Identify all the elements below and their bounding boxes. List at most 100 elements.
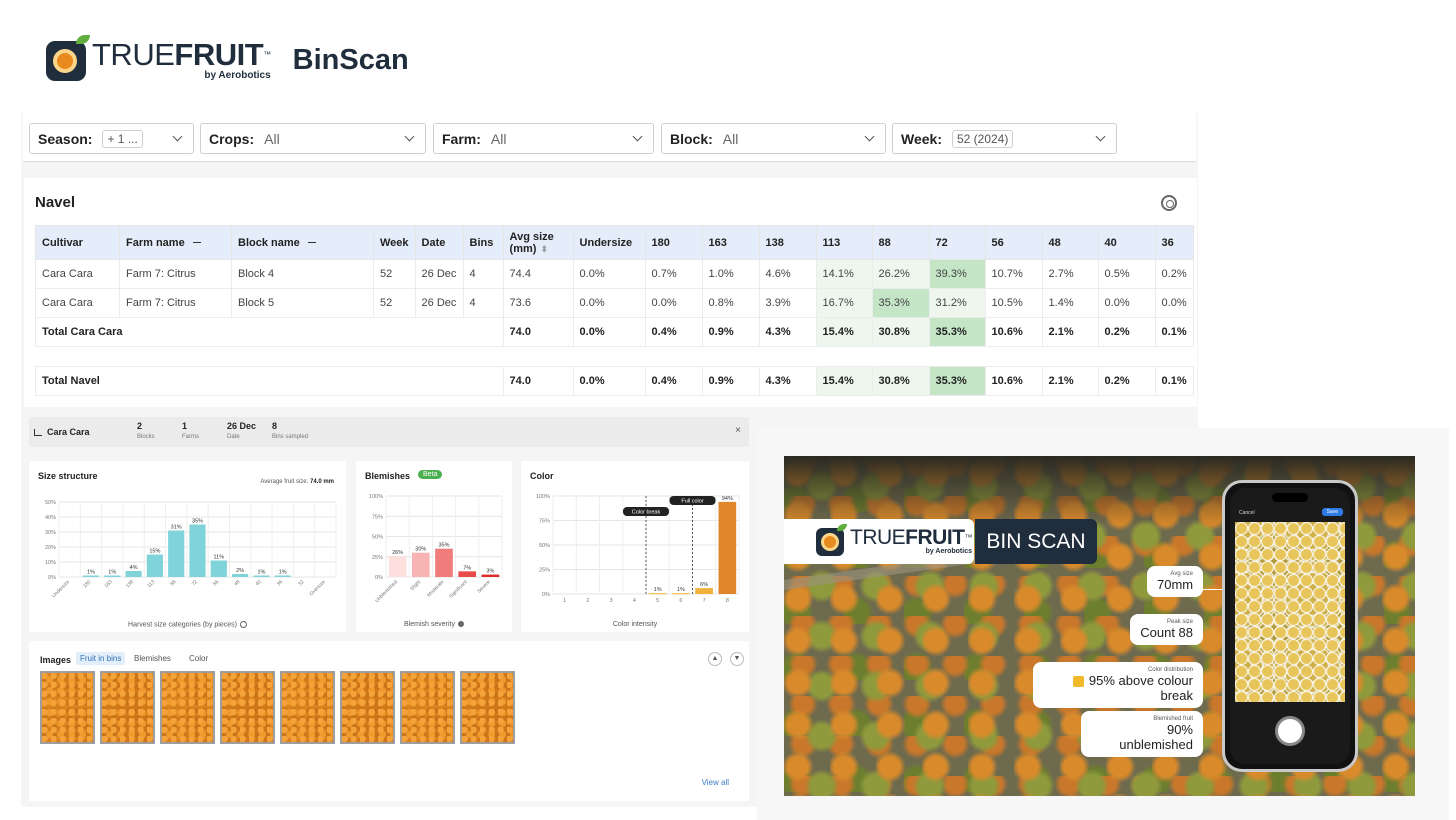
y-tick-label: 10%: [45, 560, 56, 566]
bar[interactable]: [82, 575, 100, 578]
bar[interactable]: [189, 524, 206, 578]
phone-cancel-button[interactable]: Cancel: [1239, 510, 1255, 516]
thumbs-up-icon[interactable]: ▲: [708, 652, 722, 666]
total-cell: 0.9%: [701, 366, 760, 396]
bar[interactable]: [388, 555, 407, 577]
bar[interactable]: [695, 588, 713, 594]
bar[interactable]: [648, 593, 667, 595]
col-date[interactable]: Date: [414, 225, 464, 260]
y-tick-label: 100%: [536, 494, 550, 500]
color-break-annotation: Color break: [632, 510, 661, 516]
bar-data-label: 35%: [192, 519, 203, 525]
bar[interactable]: [672, 593, 690, 595]
block-filter[interactable]: Block: All: [661, 123, 886, 154]
table-row[interactable]: Cara Cara Farm 7: Citrus Block 5 52 26 Dec 4 7…: [35, 288, 1194, 318]
total-cell: 2.1%: [1041, 317, 1099, 347]
bin-image-thumbnail[interactable]: [280, 671, 335, 744]
tab-blemishes[interactable]: Blemishes: [134, 654, 171, 663]
col-48[interactable]: 48: [1041, 225, 1099, 260]
view-all-link[interactable]: View all: [701, 778, 729, 787]
bar-data-label: 11%: [214, 555, 225, 561]
crops-filter[interactable]: Crops: All: [200, 123, 426, 154]
truefruit-logo-icon: [816, 523, 847, 556]
bin-image-thumbnail[interactable]: [40, 671, 95, 744]
images-card: Images Fruit in bins Blemishes Color ▲ ▼…: [29, 641, 749, 801]
col-56[interactable]: 56: [984, 225, 1043, 260]
chevron-down-icon: [172, 131, 183, 142]
total-cell: 0.4%: [644, 317, 703, 347]
week-filter[interactable]: Week: 52 (2024): [892, 123, 1117, 154]
season-filter[interactable]: Season: + 1 ...: [29, 123, 194, 154]
bar[interactable]: [718, 501, 737, 594]
col-avg-size[interactable]: Avg size (mm) ⬍: [502, 225, 574, 260]
bin-image-thumbnail[interactable]: [460, 671, 515, 744]
bin-image-thumbnail[interactable]: [220, 671, 275, 744]
bin-image-thumbnail[interactable]: [100, 671, 155, 744]
bar-data-label: 7%: [463, 565, 471, 571]
col-cultivar[interactable]: Cultivar: [35, 225, 120, 260]
table-cell: 16.7%: [815, 288, 873, 318]
bar[interactable]: [253, 575, 270, 578]
farm-filter[interactable]: Farm: All: [433, 123, 654, 154]
bar-data-label: 6%: [700, 582, 708, 588]
bar[interactable]: [481, 574, 500, 577]
table-cell: 10.7%: [984, 259, 1043, 289]
blemishes-card: Blemishes Beta 100% 75% 50% 25% 0% 26% Unblemi…: [356, 461, 512, 632]
phone-mockup: Cancel Save: [1222, 480, 1358, 772]
bar[interactable]: [435, 548, 453, 577]
col-138[interactable]: 138: [758, 225, 817, 260]
image-thumbnails: [40, 671, 515, 744]
bar[interactable]: [274, 575, 291, 578]
bar-data-label: 26%: [392, 550, 403, 556]
col-163[interactable]: 163: [701, 225, 760, 260]
bar[interactable]: [232, 574, 249, 577]
average-fruit-size: Average fruit size: 74.0 mm: [260, 479, 334, 485]
x-tick-label: 7: [703, 598, 706, 604]
table-cell: 31.2%: [928, 288, 986, 318]
table-cell: 26.2%: [871, 259, 930, 289]
settings-icon[interactable]: [239, 620, 247, 628]
table-cell: 52: [373, 259, 416, 289]
collapse-icon[interactable]: [192, 241, 201, 244]
col-40[interactable]: 40: [1097, 225, 1156, 260]
phone-save-button[interactable]: Save: [1321, 508, 1343, 516]
col-undersize[interactable]: Undersize: [572, 225, 646, 260]
tab-color[interactable]: Color: [189, 654, 209, 663]
collapse-icon[interactable]: [307, 241, 316, 244]
info-icon[interactable]: [457, 621, 464, 628]
sort-icon[interactable]: ⬍: [540, 243, 548, 254]
bin-image-thumbnail[interactable]: [400, 671, 455, 744]
col-week[interactable]: Week: [373, 225, 416, 260]
bar[interactable]: [146, 554, 163, 578]
col-bins[interactable]: Bins: [462, 225, 504, 260]
tab-fruit-in-bins[interactable]: Fruit in bins: [76, 652, 126, 665]
col-farm-name[interactable]: Farm name: [119, 225, 232, 260]
summary-name: Cara Cara: [47, 427, 90, 437]
bin-image-thumbnail[interactable]: [160, 671, 215, 744]
col-72[interactable]: 72: [928, 225, 986, 260]
table-cell: Block 4: [231, 259, 374, 289]
col-180[interactable]: 180: [644, 225, 703, 260]
col-88[interactable]: 88: [871, 225, 930, 260]
y-tick-label: 40%: [45, 515, 56, 521]
thumbs-down-icon[interactable]: ▼: [730, 652, 744, 666]
col-block-name[interactable]: Block name: [231, 225, 374, 260]
col-113[interactable]: 113: [815, 225, 873, 260]
bar[interactable]: [411, 552, 430, 577]
y-tick-label: 0%: [48, 575, 56, 581]
blemishes-title: Blemishes: [365, 471, 411, 481]
gear-icon[interactable]: [1161, 195, 1177, 211]
bar[interactable]: [458, 571, 477, 577]
bar[interactable]: [210, 560, 227, 578]
bin-image-thumbnail[interactable]: [340, 671, 395, 744]
table-row[interactable]: Cara Cara Farm 7: Citrus Block 4 52 26 Dec 4 7…: [35, 259, 1194, 289]
table-cell: 35.3%: [871, 288, 930, 318]
total-cell: 0.1%: [1154, 366, 1194, 396]
bar[interactable]: [125, 571, 142, 577]
col-36[interactable]: 36: [1154, 225, 1194, 260]
shutter-button[interactable]: [1275, 716, 1305, 746]
bar[interactable]: [168, 530, 185, 578]
close-icon[interactable]: ×: [735, 425, 741, 436]
bar[interactable]: [104, 575, 121, 578]
stat-farms: 1 Farms: [182, 421, 199, 441]
